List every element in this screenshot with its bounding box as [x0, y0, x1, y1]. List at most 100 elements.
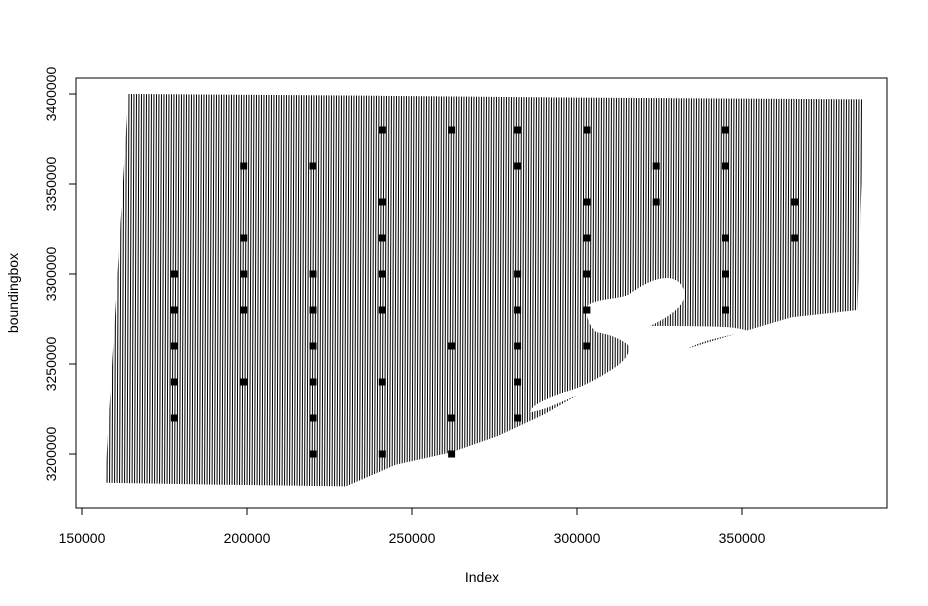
hatch-line-88 [321, 94, 325, 487]
hatch-line-115 [389, 94, 392, 487]
hatch-line-36 [191, 94, 195, 487]
hatch-line-145 [464, 94, 467, 487]
data-point-43 [722, 126, 729, 134]
x-tick-label-1: 200000 [224, 530, 271, 546]
hatch-line-129 [424, 94, 427, 487]
data-point-1 [170, 306, 178, 314]
data-point-33 [514, 378, 522, 386]
data-point-30 [514, 270, 522, 278]
hatch-line-38 [196, 94, 200, 487]
data-point-25 [448, 342, 456, 350]
hatch-line-110 [376, 94, 380, 487]
hatch-line-154 [486, 94, 490, 487]
hatch-line-138 [446, 94, 450, 487]
hatch-line-101 [354, 94, 357, 487]
hatch-line-113 [384, 94, 387, 487]
y-tick-label-2: 3300000 [43, 247, 59, 302]
hatch-line-114 [386, 94, 390, 487]
hatch-line-146 [466, 94, 470, 487]
hatch-line-122 [406, 94, 410, 487]
y-axis-title: boundingbox [5, 253, 21, 333]
hatch-line-70 [276, 94, 280, 487]
hatch-line-27 [169, 94, 172, 487]
hatch-line-104 [361, 94, 365, 487]
data-point-12 [309, 306, 317, 314]
hatch-line-63 [259, 94, 262, 487]
hatch-line-158 [496, 94, 500, 487]
hatch-line-139 [449, 94, 452, 487]
hatch-line-49 [224, 94, 227, 487]
hatch-line-61 [254, 94, 257, 487]
data-point-20 [378, 270, 386, 278]
data-point-36 [583, 198, 591, 206]
hatch-line-148 [471, 94, 475, 487]
hatch-line-105 [364, 94, 367, 487]
hatch-line-130 [426, 94, 430, 487]
hatch-line-44 [211, 94, 215, 487]
hatch-line-21 [154, 94, 157, 487]
x-axis-title: Index [465, 569, 499, 585]
hatch-line-144 [461, 94, 465, 487]
data-point-41 [652, 162, 660, 170]
hatch-line-102 [356, 94, 360, 487]
hatch-line-50 [226, 94, 230, 487]
hatch-line-19 [149, 94, 152, 487]
data-point-27 [448, 450, 456, 458]
hatch-line-126 [416, 94, 420, 487]
hatch-line-97 [344, 94, 347, 487]
data-point-42 [652, 198, 660, 206]
hatch-line-29 [174, 94, 177, 487]
hatch-line-81 [304, 94, 307, 487]
hatch-line-22 [156, 94, 160, 487]
hatch-line-121 [404, 94, 407, 487]
hatch-line-72 [281, 94, 285, 487]
hatch-line-59 [249, 94, 252, 487]
hatch-line-107 [369, 94, 372, 487]
hatch-line-68 [271, 94, 275, 487]
hatch-line-30 [176, 94, 180, 487]
data-point-19 [378, 234, 386, 242]
hatch-line-42 [206, 94, 210, 487]
data-point-31 [514, 306, 522, 314]
hatch-line-149 [474, 94, 477, 487]
hatch-line-76 [291, 94, 295, 487]
hatch-line-159 [499, 94, 502, 487]
hatch-line-73 [284, 94, 287, 487]
data-point-6 [240, 234, 248, 242]
hatch-line-10 [126, 94, 130, 487]
hatch-line-112 [381, 94, 385, 487]
hatch-line-45 [214, 94, 217, 487]
data-point-15 [309, 414, 317, 422]
hatched-region [105, 94, 862, 487]
hatch-line-71 [279, 94, 282, 487]
data-point-40 [583, 342, 591, 350]
data-point-29 [514, 162, 522, 170]
hatch-line-135 [439, 94, 442, 487]
hatch-line-147 [469, 94, 472, 487]
hatch-line-17 [144, 94, 147, 487]
hatch-line-24 [161, 94, 165, 487]
data-point-2 [170, 342, 178, 350]
hatch-line-32 [181, 94, 185, 487]
hatch-line-46 [216, 94, 220, 487]
data-point-39 [583, 306, 591, 314]
hatch-line-47 [219, 94, 222, 487]
hatch-line-140 [451, 94, 455, 487]
data-point-3 [170, 378, 178, 386]
hatch-line-35 [189, 94, 192, 487]
hatch-line-83 [309, 94, 312, 487]
hatch-line-119 [399, 94, 402, 487]
hatch-line-55 [239, 94, 242, 487]
hatch-line-66 [266, 94, 270, 487]
hatch-line-127 [419, 94, 422, 487]
hatch-line-92 [331, 94, 335, 487]
data-point-0 [170, 270, 178, 278]
y-tick-label-1: 3250000 [43, 337, 59, 392]
hatch-line-18 [146, 94, 150, 487]
hatch-line-37 [194, 94, 197, 487]
hatch-line-143 [459, 94, 462, 487]
hatch-line-74 [286, 94, 290, 487]
x-tick-label-2: 250000 [389, 530, 436, 546]
hatch-line-40 [201, 94, 205, 487]
data-point-46 [722, 270, 729, 278]
